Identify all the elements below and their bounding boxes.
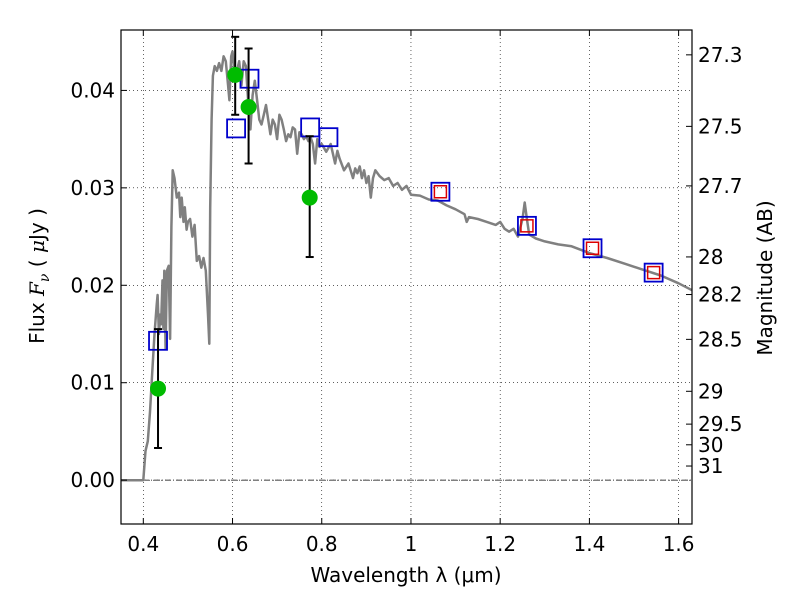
right-tick-label: 28.5 bbox=[698, 327, 743, 351]
model-photometry-square bbox=[318, 127, 339, 148]
y-tick-label: 0.03 bbox=[70, 176, 115, 200]
right-tick-label: 31 bbox=[698, 454, 723, 478]
sed-model-line bbox=[121, 50, 693, 482]
right-tick-label: 29 bbox=[698, 379, 723, 403]
right-tick-label: 28 bbox=[698, 245, 723, 269]
x-tick-label: 1 bbox=[405, 532, 418, 556]
series-layer bbox=[121, 35, 693, 482]
y-label-unit-rest: Jy ) bbox=[25, 208, 49, 242]
x-tick-label: 1.2 bbox=[484, 532, 516, 556]
tick-marks bbox=[121, 30, 692, 524]
y-label-unit-mu: μ bbox=[25, 240, 49, 253]
right-tick-label: 29.5 bbox=[698, 412, 743, 436]
model-photometry-square bbox=[517, 215, 537, 236]
y-tick-label: 0.00 bbox=[70, 468, 115, 492]
y-tick-labels: 0.00 0.01 0.02 0.03 0.04 bbox=[70, 78, 115, 492]
right-tick-label: 28.2 bbox=[698, 283, 743, 307]
right-tick-label: 27.3 bbox=[698, 43, 743, 67]
y-label-symbol: F bbox=[25, 281, 49, 297]
y-tick-label: 0.01 bbox=[70, 371, 115, 395]
y-label-prefix: Flux bbox=[25, 296, 49, 344]
right-tick-label: 27.7 bbox=[698, 174, 743, 198]
x-tick-label: 0.4 bbox=[127, 532, 159, 556]
right-tick-label: 27.5 bbox=[698, 114, 743, 138]
model-photometry-square bbox=[643, 262, 664, 283]
y-tick-label: 0.02 bbox=[70, 273, 115, 297]
x-tick-label: 0.6 bbox=[217, 532, 249, 556]
model-photometry-square bbox=[300, 117, 321, 138]
x-tick-label: 0.8 bbox=[306, 532, 338, 556]
right-axis-label: Magnitude (AB) bbox=[753, 200, 777, 355]
model-photometry-square bbox=[430, 181, 451, 202]
y-axis-label: Flux Fν ( μJy ) bbox=[25, 208, 53, 344]
model-photometry-square bbox=[582, 238, 603, 259]
y-tick-label: 0.04 bbox=[70, 78, 115, 102]
right-tick-label: 30 bbox=[698, 433, 723, 457]
x-tick-label: 1.4 bbox=[573, 532, 605, 556]
observed-upper-limit-square bbox=[585, 241, 600, 256]
y-label-unit-open: ( bbox=[25, 253, 49, 274]
observed-photometry-point bbox=[150, 380, 167, 397]
x-axis-label: Wavelength λ (μm) bbox=[310, 563, 501, 587]
plot-frame bbox=[120, 29, 693, 525]
x-tick-label: 1.6 bbox=[663, 532, 695, 556]
model-photometry-square bbox=[226, 118, 246, 139]
observed-upper-limit-square bbox=[520, 219, 534, 233]
y-label-subscript: ν bbox=[37, 273, 53, 282]
observed-upper-limit-square bbox=[646, 265, 661, 280]
observed-photometry-point bbox=[301, 189, 318, 206]
observed-upper-limit-square bbox=[433, 184, 448, 199]
observed-photometry-point bbox=[227, 66, 244, 83]
x-tick-labels: 0.4 0.6 0.8 1 1.2 1.4 1.6 bbox=[127, 532, 694, 556]
observed-photometry-point bbox=[240, 98, 257, 115]
